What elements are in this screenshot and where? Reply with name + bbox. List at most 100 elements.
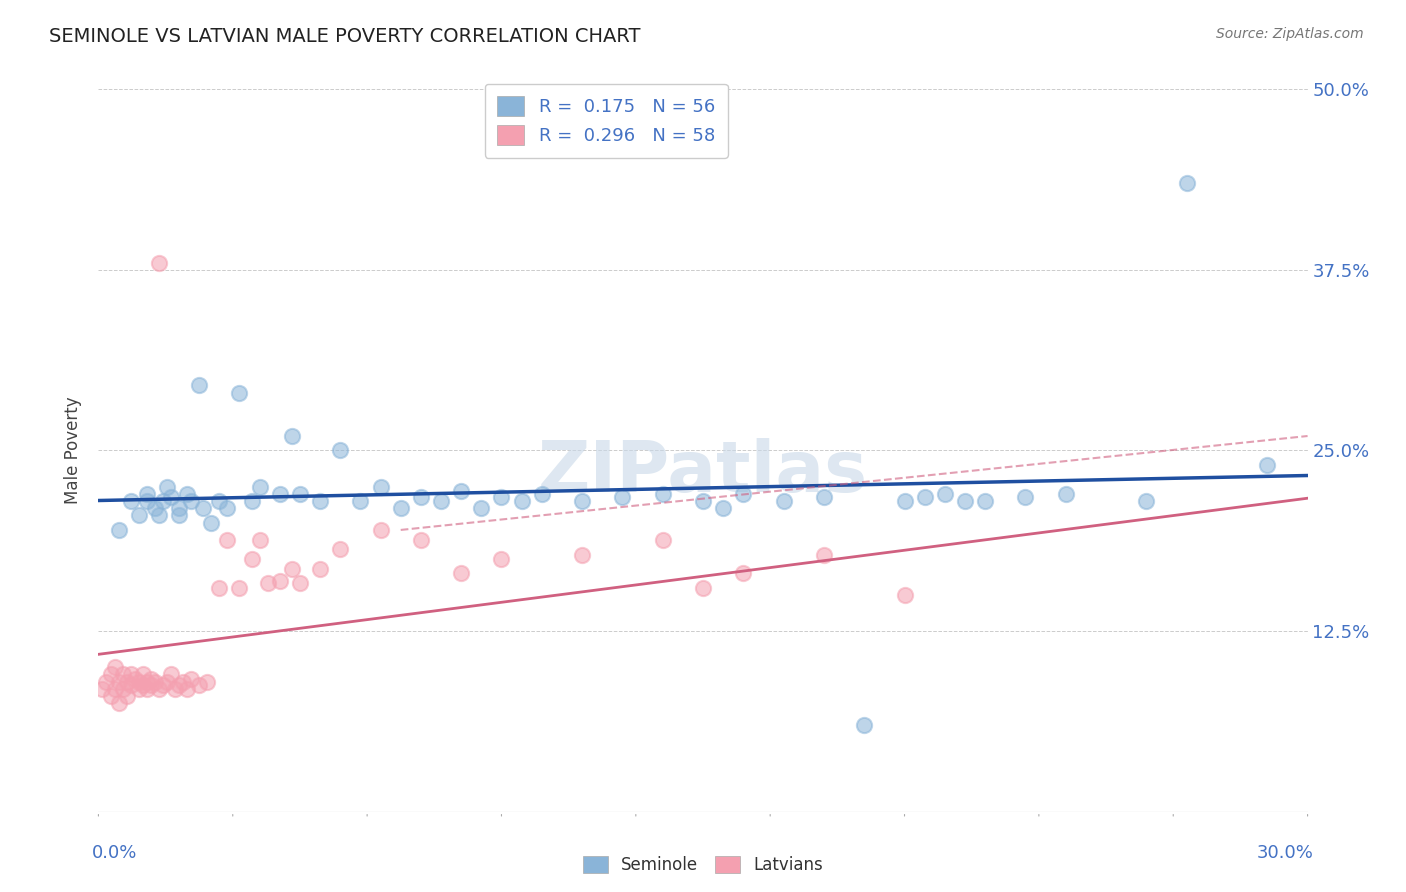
Point [167, 508, 190, 523]
Point [128, 681, 150, 696]
Point [100, 667, 122, 681]
Point [135, 674, 157, 689]
Point [156, 674, 179, 689]
Point [430, 494, 453, 508]
Point [193, 501, 215, 516]
Point [240, 551, 263, 566]
Point [217, 501, 239, 516]
Point [180, 494, 202, 508]
Point [217, 533, 239, 547]
Point [692, 581, 714, 595]
Point [974, 494, 997, 508]
Point [167, 501, 190, 516]
Point [914, 490, 936, 504]
Point [470, 501, 492, 516]
Point [813, 548, 835, 562]
Point [281, 429, 304, 443]
Point [103, 681, 125, 696]
Point [329, 541, 352, 556]
Point [103, 660, 125, 674]
Point [228, 385, 250, 400]
Point [571, 494, 593, 508]
Point [893, 588, 915, 602]
Point [389, 501, 412, 516]
Point [1135, 494, 1157, 508]
Point [370, 480, 392, 494]
Point [135, 494, 157, 508]
Point [91, 681, 114, 696]
Point [228, 581, 250, 595]
Point [249, 533, 271, 547]
Point [135, 487, 157, 501]
Point [491, 490, 513, 504]
Point [120, 494, 142, 508]
Point [128, 674, 150, 689]
Point [491, 551, 513, 566]
Point [651, 533, 673, 547]
Point [156, 480, 179, 494]
Point [96, 674, 118, 689]
Point [953, 494, 976, 508]
Point [281, 562, 304, 576]
Point [1014, 490, 1036, 504]
Point [139, 677, 162, 691]
Y-axis label: Male Poverty: Male Poverty [65, 397, 83, 504]
Point [195, 674, 218, 689]
Point [510, 494, 533, 508]
Point [711, 501, 734, 516]
Point [450, 483, 472, 498]
Legend: Seminole, Latvians: Seminole, Latvians [576, 849, 830, 881]
Point [309, 494, 332, 508]
Point [249, 480, 271, 494]
Point [148, 255, 170, 269]
Point [692, 494, 714, 508]
Text: 30.0%: 30.0% [1257, 844, 1313, 863]
Point [409, 533, 432, 547]
Point [167, 677, 190, 691]
Point [733, 487, 755, 501]
Point [1256, 458, 1278, 472]
Point [349, 494, 371, 508]
Point [651, 487, 673, 501]
Point [163, 681, 186, 696]
Point [188, 677, 211, 691]
Point [853, 718, 876, 732]
Point [120, 667, 142, 681]
Point [208, 581, 231, 595]
Point [612, 490, 634, 504]
Point [329, 443, 352, 458]
Text: 0.0%: 0.0% [93, 844, 138, 863]
Point [115, 674, 138, 689]
Point [180, 672, 202, 686]
Point [733, 566, 755, 581]
Point [139, 672, 162, 686]
Point [100, 689, 122, 703]
Point [450, 566, 472, 581]
Point [370, 523, 392, 537]
Point [160, 490, 183, 504]
Point [152, 677, 174, 691]
Point [176, 681, 198, 696]
Point [200, 516, 222, 530]
Text: SEMINOLE VS LATVIAN MALE POVERTY CORRELATION CHART: SEMINOLE VS LATVIAN MALE POVERTY CORRELA… [49, 27, 641, 45]
Point [1175, 176, 1198, 190]
Point [309, 562, 332, 576]
Point [143, 674, 166, 689]
Text: ZIPatlas: ZIPatlas [538, 438, 868, 507]
Point [409, 490, 432, 504]
Point [107, 674, 129, 689]
Point [530, 487, 553, 501]
Point [176, 487, 198, 501]
Point [208, 494, 231, 508]
Point [240, 494, 263, 508]
Point [120, 677, 142, 691]
Point [132, 677, 155, 691]
Point [571, 548, 593, 562]
Point [107, 523, 129, 537]
Point [288, 576, 311, 591]
Point [143, 501, 166, 516]
Point [111, 667, 134, 681]
Point [1054, 487, 1077, 501]
Point [152, 494, 174, 508]
Point [269, 487, 291, 501]
